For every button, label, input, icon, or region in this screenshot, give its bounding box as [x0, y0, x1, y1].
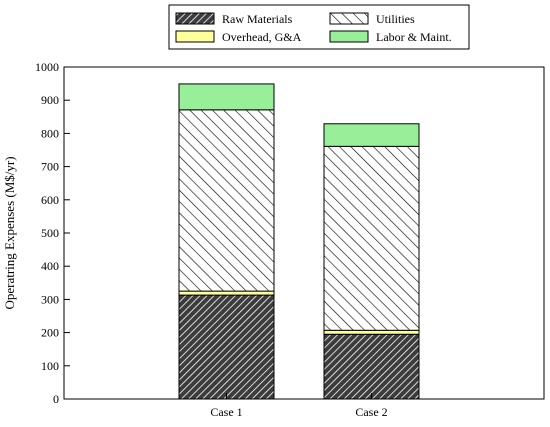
x-axis: Case 1 Case 2 — [210, 393, 388, 419]
legend-swatch — [175, 12, 215, 25]
y-tick-label: 0 — [53, 392, 59, 406]
legend-label: Raw Materials — [222, 12, 293, 26]
legend-label: Overhead, G&A — [222, 30, 302, 44]
legend-label: Labor & Maint. — [376, 30, 452, 44]
y-tick-label: 400 — [41, 259, 59, 273]
bar-segment-overhead-g-a-case-1 — [178, 290, 275, 296]
y-tick-label: 100 — [41, 359, 59, 373]
legend: Raw Materials Utilities Overhead, G&A Labor… — [168, 4, 470, 50]
legend-label: Utilities — [376, 12, 415, 26]
bar-segment-raw-materials-case-1 — [178, 294, 275, 400]
legend-swatch — [175, 30, 215, 43]
y-axis: 0 100 200 300 400 500 600 700 800 900 1000 — [35, 60, 70, 406]
y-tick-label: 200 — [41, 326, 59, 340]
bar-segment-utilities-case-2 — [323, 145, 420, 331]
legend-swatch — [329, 12, 369, 25]
x-tick-label: Case 1 — [210, 405, 242, 419]
x-tick-label: Case 2 — [355, 405, 387, 419]
bars — [178, 83, 420, 400]
y-tick-label: 600 — [41, 193, 59, 207]
y-tick-label: 500 — [41, 226, 59, 240]
y-tick-label: 900 — [41, 93, 59, 107]
y-axis-label: Operatring Expenses (M$/yr) — [2, 156, 17, 309]
bar-segment-raw-materials-case-2 — [323, 333, 420, 400]
plot-frame — [63, 66, 545, 400]
y-tick-label: 300 — [41, 292, 59, 306]
bar-segment-utilities-case-1 — [178, 109, 275, 292]
y-tick-label: 700 — [41, 160, 59, 174]
y-tick-label: 800 — [41, 126, 59, 140]
legend-box — [168, 4, 470, 50]
legend-swatch — [329, 30, 369, 43]
bar-segment-overhead-g-a-case-2 — [323, 329, 420, 335]
bar-segment-labor-maint-case-1 — [178, 83, 275, 111]
y-tick-label: 1000 — [35, 60, 59, 74]
bar-segment-labor-maint-case-2 — [323, 123, 420, 147]
